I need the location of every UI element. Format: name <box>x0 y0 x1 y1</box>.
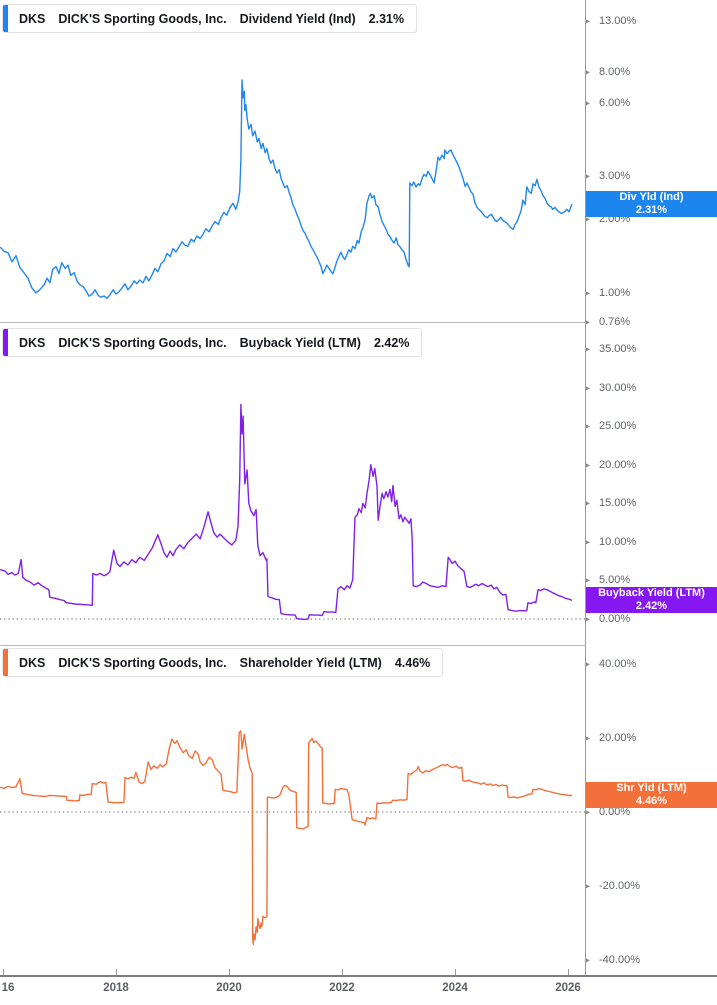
metric-value: 2.31% <box>368 11 405 26</box>
div-yld-ind--line <box>0 79 573 299</box>
metric-value: 2.42% <box>373 335 410 350</box>
y-tick-mark: ▸ <box>586 659 591 669</box>
legend-buyback-yield[interactable]: DKS DICK'S Sporting Goods, Inc. Buyback … <box>2 328 423 357</box>
ticker: DKS <box>19 335 46 350</box>
y-tick-mark: ▸ <box>586 421 591 431</box>
ticker: DKS <box>19 11 46 26</box>
y-tick-label: 3.00% <box>599 170 631 183</box>
x-tick-mark <box>342 969 343 975</box>
flag-value: 2.31% <box>635 204 668 216</box>
x-tick-label: 2026 <box>555 982 581 994</box>
y-tick-mark: ▸ <box>586 614 591 624</box>
flag-label: Shr Yld (LTM) <box>616 782 687 794</box>
y-tick-label: 20.00% <box>599 458 637 471</box>
x-tick-mark <box>455 969 456 975</box>
y-tick-label: 5.00% <box>599 574 631 587</box>
metric-name: Shareholder Yield (LTM) <box>239 655 382 670</box>
flag-value: 4.46% <box>635 795 668 807</box>
y-tick-mark: ▸ <box>586 733 591 743</box>
last-value-flag-buyback-yield: Buyback Yield (LTM) 2.42% <box>586 587 717 613</box>
x-tick-mark <box>229 969 230 975</box>
y-tick-mark: ▸ <box>586 955 591 965</box>
right-price-axis-line <box>585 0 586 976</box>
series-color-bar <box>3 329 8 356</box>
company-name: DICK'S Sporting Goods, Inc. <box>58 655 227 670</box>
legend-shareholder-yield[interactable]: DKS DICK'S Sporting Goods, Inc. Sharehol… <box>2 648 444 677</box>
y-tick-label: 15.00% <box>599 497 637 510</box>
company-name: DICK'S Sporting Goods, Inc. <box>58 335 227 350</box>
x-tick-label: 2022 <box>329 982 355 994</box>
metric-name: Buyback Yield (LTM) <box>239 335 361 350</box>
y-tick-label: 35.00% <box>599 343 637 355</box>
x-tick-label: 2024 <box>442 982 468 994</box>
series-color-bar <box>3 5 8 32</box>
flag-value: 2.42% <box>635 600 668 612</box>
dividend-yield-chart[interactable] <box>0 0 586 322</box>
last-value-flag-shareholder-yield: Shr Yld (LTM) 4.46% <box>586 782 717 808</box>
ticker: DKS <box>19 655 46 670</box>
metric-name: Dividend Yield (Ind) <box>239 11 356 26</box>
x-tick-mark <box>3 969 4 975</box>
y-tick-label: 0.00% <box>599 806 631 818</box>
y-tick-label: 13.00% <box>599 15 637 27</box>
y-tick-label: 8.00% <box>599 66 631 79</box>
y-tick-label: 10.00% <box>599 535 637 548</box>
metric-value: 4.46% <box>394 655 431 670</box>
y-tick-mark: ▸ <box>586 67 591 77</box>
y-tick-label: 0.00% <box>599 613 631 625</box>
y-tick-label: 25.00% <box>599 420 637 433</box>
y-tick-label: -20.00% <box>599 880 640 892</box>
y-tick-mark: ▸ <box>586 317 591 327</box>
flag-label: Buyback Yield (LTM) <box>598 587 705 599</box>
y-tick-mark: ▸ <box>586 16 591 26</box>
y-tick-mark: ▸ <box>586 171 591 181</box>
y-tick-mark: ▸ <box>586 98 591 108</box>
flag-label: Div Yld (Ind) <box>619 191 684 203</box>
x-tick-mark <box>116 969 117 975</box>
last-value-flag-dividend-yield: Div Yld (Ind) 2.31% <box>586 191 717 217</box>
y-tick-label: 40.00% <box>599 658 637 670</box>
x-tick-label: 16 <box>1 982 15 994</box>
x-tick-label: 2020 <box>216 982 242 994</box>
y-tick-mark: ▸ <box>586 498 591 508</box>
x-tick-mark <box>568 969 569 975</box>
y-tick-mark: ▸ <box>586 537 591 547</box>
y-tick-label: 1.00% <box>599 286 631 299</box>
buyback-yield-chart[interactable] <box>0 322 586 645</box>
y-tick-mark: ▸ <box>586 807 591 817</box>
y-tick-mark: ▸ <box>586 575 591 585</box>
y-tick-mark: ▸ <box>586 214 591 224</box>
shr-yld-ltm--line <box>0 730 573 946</box>
pane-divider-2 <box>0 645 586 646</box>
y-tick-mark: ▸ <box>586 881 591 891</box>
y-tick-mark: ▸ <box>586 344 591 354</box>
legend-dividend-yield[interactable]: DKS DICK'S Sporting Goods, Inc. Dividend… <box>2 4 418 33</box>
y-tick-label: 0.76% <box>599 316 631 328</box>
y-tick-mark: ▸ <box>586 383 591 393</box>
y-tick-mark: ▸ <box>586 460 591 470</box>
y-tick-label: 20.00% <box>599 732 637 744</box>
y-tick-mark: ▸ <box>586 288 591 298</box>
shareholder-yield-chart[interactable] <box>0 645 586 975</box>
y-tick-label: 6.00% <box>599 96 631 109</box>
y-tick-label: -40.00% <box>599 954 640 966</box>
time-axis-line <box>0 975 717 977</box>
company-name: DICK'S Sporting Goods, Inc. <box>58 11 227 26</box>
pane-divider-1 <box>0 322 586 323</box>
x-tick-label: 2018 <box>103 982 129 994</box>
series-color-bar <box>3 649 8 676</box>
buyback-yield-ltm--line <box>0 403 573 621</box>
y-tick-label: 30.00% <box>599 381 637 394</box>
